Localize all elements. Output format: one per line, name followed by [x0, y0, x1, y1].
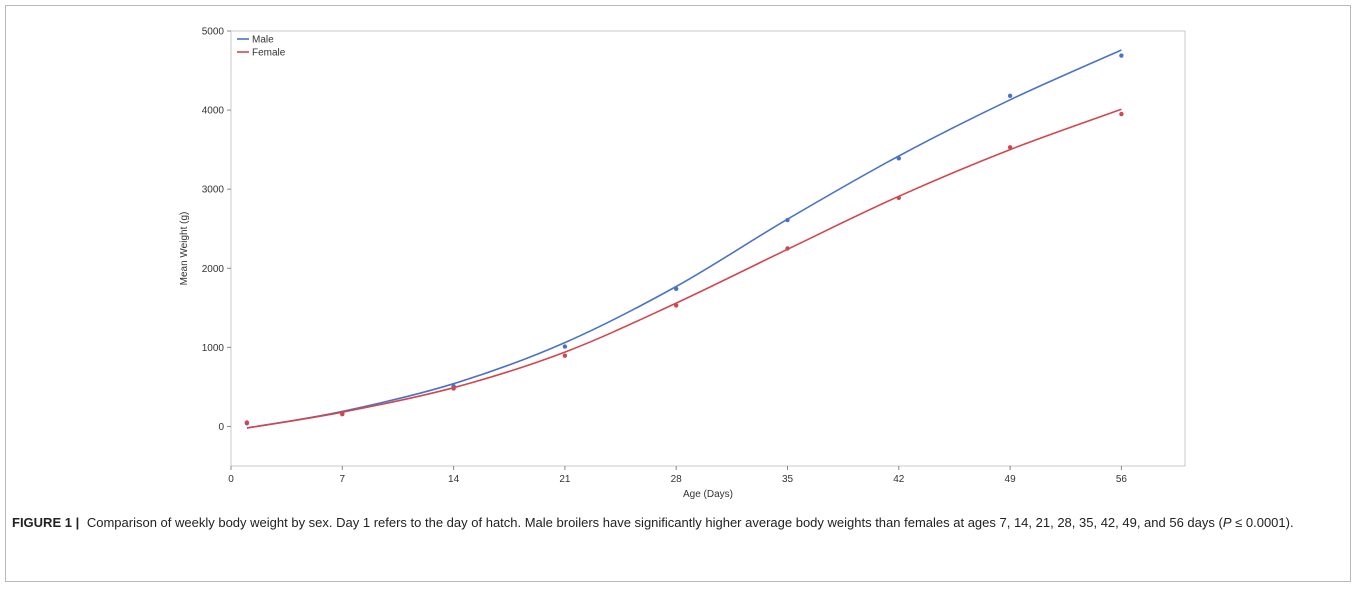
- caption-text: Comparison of weekly body weight by sex.…: [83, 515, 1223, 530]
- data-point-female: [244, 420, 250, 425]
- y-tick-label: 0: [218, 422, 224, 433]
- caption-text-end: ≤ 0.0001).: [1231, 515, 1294, 530]
- caption-p-symbol: P: [1222, 515, 1232, 530]
- series-female: [244, 108, 1124, 429]
- x-tick-label: 28: [671, 474, 683, 485]
- series-line-male: [246, 49, 1122, 429]
- legend-label-female: Female: [252, 48, 286, 59]
- data-point-female: [340, 411, 345, 417]
- data-point-female: [562, 353, 568, 358]
- figure-frame: [5, 5, 1351, 582]
- y-tick-label: 4000: [202, 106, 225, 117]
- x-tick-label: 56: [1116, 474, 1128, 485]
- y-tick-label: 3000: [202, 185, 225, 196]
- data-point-female: [451, 386, 456, 391]
- data-point-female: [674, 303, 679, 308]
- legend: Male Female: [237, 35, 286, 59]
- data-point-male: [1119, 53, 1124, 58]
- series-layer: [244, 49, 1124, 429]
- x-tick-label: 42: [893, 474, 905, 485]
- plot-border: [230, 30, 1186, 467]
- x-tick-label: 21: [559, 474, 571, 485]
- data-point-female: [785, 246, 790, 251]
- legend-label-male: Male: [252, 35, 274, 46]
- y-tick-label: 2000: [202, 264, 225, 275]
- data-point-male: [1007, 93, 1013, 99]
- caption-separator: |: [75, 515, 80, 530]
- x-tick-label: 35: [782, 474, 794, 485]
- data-point-male: [562, 344, 568, 349]
- data-point-male: [674, 286, 679, 292]
- plot-area: [230, 30, 1186, 467]
- y-axis-title: Mean Weight (g): [179, 212, 190, 286]
- y-tick-label: 5000: [202, 27, 225, 38]
- x-tick-label: 7: [340, 474, 346, 485]
- x-tick-label: 49: [1005, 474, 1017, 485]
- caption-label: FIGURE 1: [12, 515, 72, 530]
- x-tick-label: 14: [448, 474, 460, 485]
- data-point-female: [1007, 145, 1013, 150]
- figure-caption: FIGURE 1 | Comparison of weekly body wei…: [12, 513, 1342, 533]
- data-point-female: [896, 195, 901, 201]
- y-axis: 0 1000 2000 3000 4000 5000: [202, 27, 231, 433]
- weight-chart: 0 1000 2000 3000 4000 5000 0 7 14 21 28 35 42 49 56 M…: [179, 27, 1186, 500]
- x-axis: 0 7 14 21 28 35 42 49 56: [228, 466, 1127, 485]
- x-tick-label: 0: [228, 474, 234, 485]
- data-point-male: [896, 156, 901, 161]
- data-point-female: [1119, 111, 1124, 117]
- x-axis-title: Age (Days): [683, 489, 733, 500]
- series-male: [244, 49, 1124, 429]
- data-point-male: [785, 217, 790, 223]
- y-tick-label: 1000: [202, 343, 225, 354]
- series-line-female: [246, 108, 1122, 429]
